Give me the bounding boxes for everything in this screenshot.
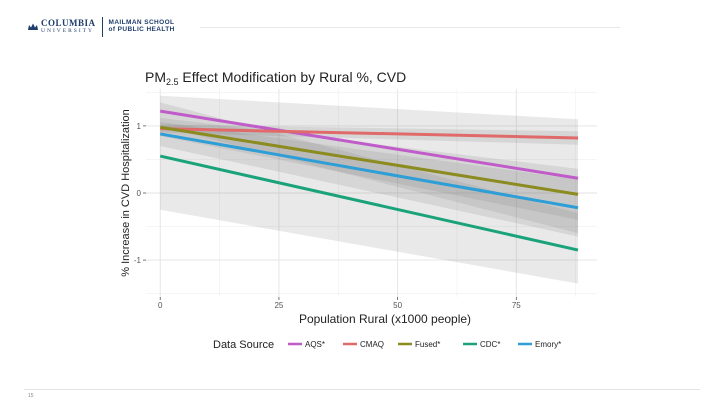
x-tick-label-1: 25 — [274, 301, 283, 310]
x-axis-ticks: 0 25 50 75 — [158, 297, 521, 310]
legend-label-4: Emory* — [535, 340, 561, 349]
university-wordmark: COLUMBIA UNIVERSITY — [41, 19, 96, 35]
legend: Data Source AQS* CMAQ Fused* CDC* Emory* — [213, 339, 561, 351]
y-tick-label-2: -1 — [134, 256, 142, 265]
ci-ribbon-3 — [160, 102, 579, 284]
university-name: COLUMBIA — [41, 18, 96, 29]
school-line-1: MAILMAN SCHOOL — [108, 19, 175, 27]
chart-title-prefix: PM — [145, 69, 166, 85]
series-line-3 — [159, 154, 579, 252]
series-line-2 — [160, 125, 579, 196]
legend-label-0: AQS* — [305, 340, 325, 349]
legend-title: Data Source — [213, 339, 274, 351]
school-name: MAILMAN SCHOOL of PUBLIC HEALTH — [108, 19, 175, 34]
series-line-0 — [160, 109, 579, 180]
chart-title-subscript: 2.5 — [166, 77, 179, 87]
chart-title: PM2.5 Effect Modification by Rural %, CV… — [145, 69, 406, 87]
header-divider — [200, 27, 620, 28]
x-axis-label: Population Rural (x1000 people) — [299, 312, 471, 326]
chart-title-suffix: Effect Modification by Rural %, CVD — [179, 69, 407, 85]
crown-icon — [28, 23, 38, 30]
legend-label-3: CDC* — [480, 340, 500, 349]
series-lines — [159, 109, 579, 252]
y-axis-label: % Increase in CVD Hospitalization — [120, 109, 132, 277]
grid-lines — [146, 89, 597, 297]
legend-label-1: CMAQ — [360, 340, 384, 349]
institution-logo: COLUMBIA UNIVERSITY MAILMAN SCHOOL of PU… — [28, 16, 175, 38]
x-tick-label-0: 0 — [158, 301, 163, 310]
ci-ribbon-4 — [160, 121, 579, 237]
legend-label-2: Fused* — [415, 340, 440, 349]
x-tick-label-3: 75 — [512, 301, 521, 310]
y-tick-label-0: 1 — [137, 122, 142, 131]
university-sub: UNIVERSITY — [41, 28, 94, 35]
y-tick-label-1: 0 — [137, 189, 142, 198]
logo-divider — [101, 17, 103, 37]
x-tick-label-2: 50 — [393, 301, 402, 310]
school-line-2: of PUBLIC HEALTH — [108, 26, 175, 33]
series-line-1 — [160, 127, 579, 140]
page-number: 15 — [28, 393, 34, 399]
series-line-4 — [159, 132, 579, 210]
footer-divider — [24, 389, 700, 390]
y-axis-ticks: 1 0 -1 — [134, 122, 146, 265]
